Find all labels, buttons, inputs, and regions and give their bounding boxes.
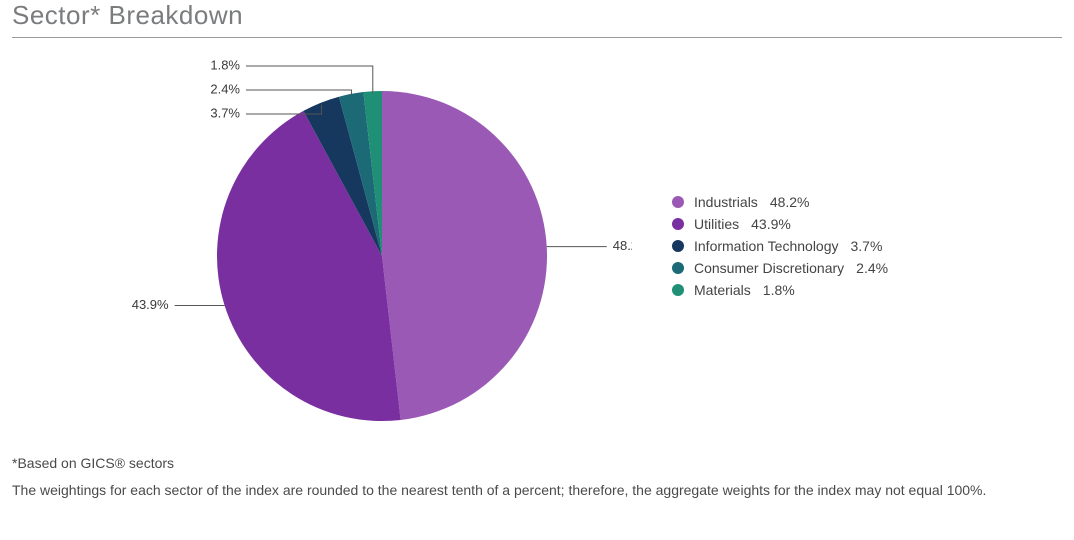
- legend-row: Information Technology 3.7%: [672, 238, 888, 254]
- legend-value: 2.4%: [856, 260, 888, 276]
- legend-row: Consumer Discretionary 2.4%: [672, 260, 888, 276]
- legend-label: Industrials: [694, 194, 758, 210]
- slice-label: 1.8%: [210, 57, 240, 72]
- legend-value: 48.2%: [770, 194, 810, 210]
- legend-row: Materials 1.8%: [672, 282, 888, 298]
- page-title: Sector* Breakdown: [12, 0, 1062, 38]
- legend-swatch: [672, 284, 684, 296]
- legend-value: 43.9%: [751, 216, 791, 232]
- legend-label: Materials: [694, 282, 751, 298]
- legend-value: 1.8%: [763, 282, 795, 298]
- pie-chart: 48.2% 43.9% 3.7% 2.4% 1.8%: [12, 56, 632, 436]
- footnote-line-2: The weightings for each sector of the in…: [12, 481, 1062, 500]
- legend-label: Utilities: [694, 216, 739, 232]
- legend-swatch: [672, 262, 684, 274]
- footnote: *Based on GICS® sectors The weightings f…: [12, 454, 1062, 500]
- legend-row: Industrials 48.2%: [672, 194, 888, 210]
- slice-label: 3.7%: [210, 105, 240, 120]
- legend-swatch: [672, 240, 684, 252]
- legend: Industrials 48.2% Utilities 43.9% Informatio…: [672, 188, 888, 304]
- legend-label: Information Technology: [694, 238, 839, 254]
- slice-label: 48.2%: [613, 238, 632, 253]
- legend-value: 3.7%: [851, 238, 883, 254]
- legend-swatch: [672, 218, 684, 230]
- pie-slice: [382, 91, 547, 420]
- footnote-line-1: *Based on GICS® sectors: [12, 454, 1062, 473]
- slice-label: 2.4%: [210, 81, 240, 96]
- legend-row: Utilities 43.9%: [672, 216, 888, 232]
- legend-label: Consumer Discretionary: [694, 260, 844, 276]
- chart-row: 48.2% 43.9% 3.7% 2.4% 1.8% Industrials 48.2% U…: [12, 56, 1062, 436]
- slice-label: 43.9%: [132, 297, 169, 312]
- legend-swatch: [672, 196, 684, 208]
